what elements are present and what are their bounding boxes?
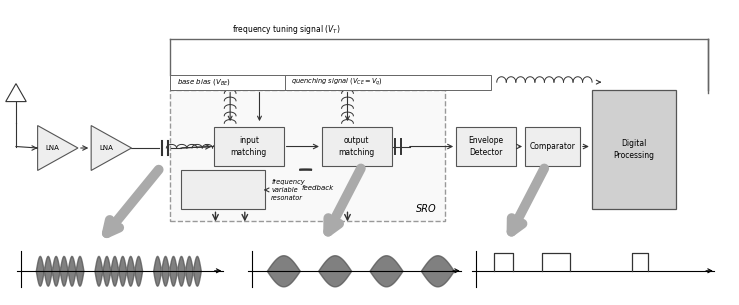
Bar <box>592 90 676 210</box>
Bar <box>214 127 284 166</box>
Text: SRO: SRO <box>415 204 436 214</box>
Text: feedback: feedback <box>302 185 334 192</box>
Bar <box>170 75 445 90</box>
Polygon shape <box>91 126 132 170</box>
Bar <box>456 127 516 166</box>
Text: $\it{quenching\ signal\ (V_{CE}=V_q)}$: $\it{quenching\ signal\ (V_{CE}=V_q)}$ <box>291 77 383 88</box>
Bar <box>181 170 265 210</box>
Text: Comparator: Comparator <box>530 142 576 151</box>
Text: Envelope
Detector: Envelope Detector <box>469 136 504 156</box>
Bar <box>525 127 580 166</box>
Text: output
matching: output matching <box>338 136 375 156</box>
Bar <box>321 127 392 166</box>
FancyBboxPatch shape <box>170 90 445 221</box>
Text: Digital
Processing: Digital Processing <box>613 139 655 160</box>
Text: input
matching: input matching <box>231 136 267 156</box>
Text: LNA: LNA <box>99 145 113 151</box>
Text: LNA: LNA <box>46 145 60 151</box>
Bar <box>285 75 491 90</box>
Text: frequency tuning signal $(V_T)$: frequency tuning signal $(V_T)$ <box>232 23 341 36</box>
Text: frequency
variable
resonator: frequency variable resonator <box>271 179 305 201</box>
Text: $\it{base\ bias\ (V_{BE})}$: $\it{base\ bias\ (V_{BE})}$ <box>177 77 231 87</box>
Polygon shape <box>38 126 78 170</box>
